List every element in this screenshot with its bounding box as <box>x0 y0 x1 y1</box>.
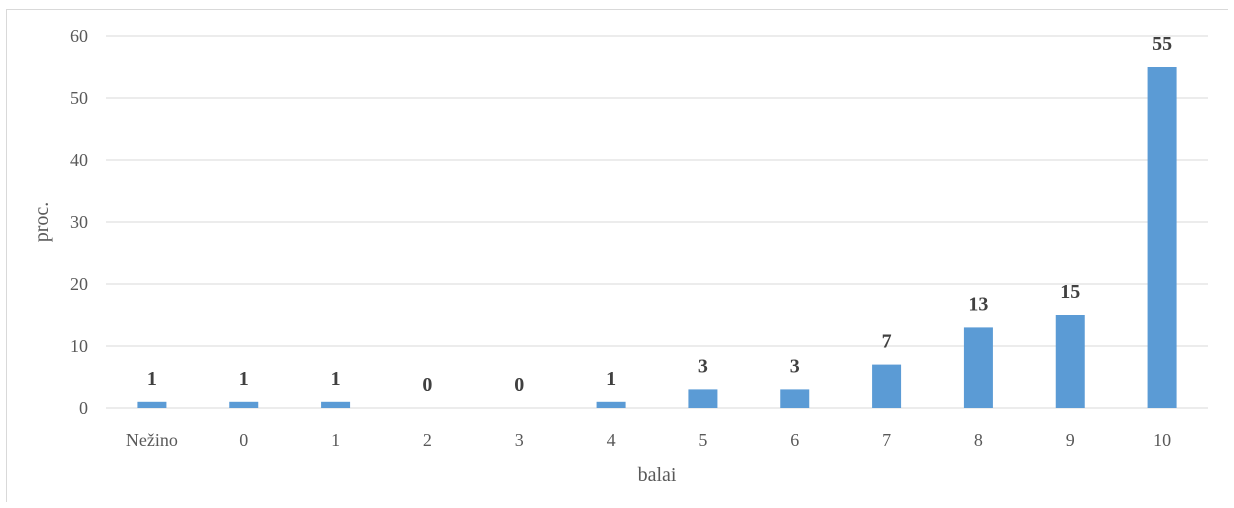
chart-frame <box>6 9 1228 502</box>
bar <box>137 401 167 408</box>
y-axis-ticks: 0 10 20 30 40 50 60 <box>70 26 88 418</box>
y-tick-label: 50 <box>70 88 88 108</box>
data-label: 0 <box>422 374 432 396</box>
x-axis-ticks: Nežino 0 1 2 3 4 5 6 7 8 9 10 <box>126 430 1171 450</box>
x-tick-label: 6 <box>790 430 799 450</box>
bars <box>137 67 1177 408</box>
y-tick-label: 0 <box>79 398 88 418</box>
data-label: 1 <box>239 368 249 390</box>
data-label: 0 <box>514 374 524 396</box>
data-label: 3 <box>790 355 800 377</box>
data-label: 1 <box>147 368 157 390</box>
x-tick-label: 8 <box>974 430 983 450</box>
x-tick-label: 4 <box>607 430 616 450</box>
y-tick-label: 20 <box>70 274 88 294</box>
bar <box>963 327 993 408</box>
x-tick-label: 0 <box>239 430 248 450</box>
bar <box>780 389 810 408</box>
bar <box>1147 67 1177 408</box>
y-tick-label: 30 <box>70 212 88 232</box>
data-label: 1 <box>606 368 616 390</box>
bar <box>321 401 351 408</box>
x-tick-label: 9 <box>1066 430 1075 450</box>
x-tick-label: 5 <box>698 430 707 450</box>
x-tick-label: 10 <box>1153 430 1171 450</box>
x-tick-label: 1 <box>331 430 340 450</box>
y-tick-label: 10 <box>70 336 88 356</box>
y-tick-label: 60 <box>70 26 88 46</box>
x-tick-label: 7 <box>882 430 891 450</box>
x-tick-label: 2 <box>423 430 432 450</box>
data-label: 13 <box>968 293 988 315</box>
bar <box>1055 315 1085 408</box>
bar <box>688 389 718 408</box>
bar <box>596 401 626 408</box>
x-tick-label: Nežino <box>126 430 178 450</box>
data-label: 1 <box>331 368 341 390</box>
y-axis-title: proc. <box>31 202 53 243</box>
bar <box>872 364 902 408</box>
x-tick-label: 3 <box>515 430 524 450</box>
gridlines <box>106 35 1208 409</box>
data-label: 3 <box>698 355 708 377</box>
bar <box>229 401 259 408</box>
y-tick-label: 40 <box>70 150 88 170</box>
data-label: 15 <box>1060 281 1080 303</box>
x-axis-title: balai <box>638 464 677 486</box>
data-label: 7 <box>882 331 892 353</box>
data-label: 55 <box>1152 33 1172 55</box>
